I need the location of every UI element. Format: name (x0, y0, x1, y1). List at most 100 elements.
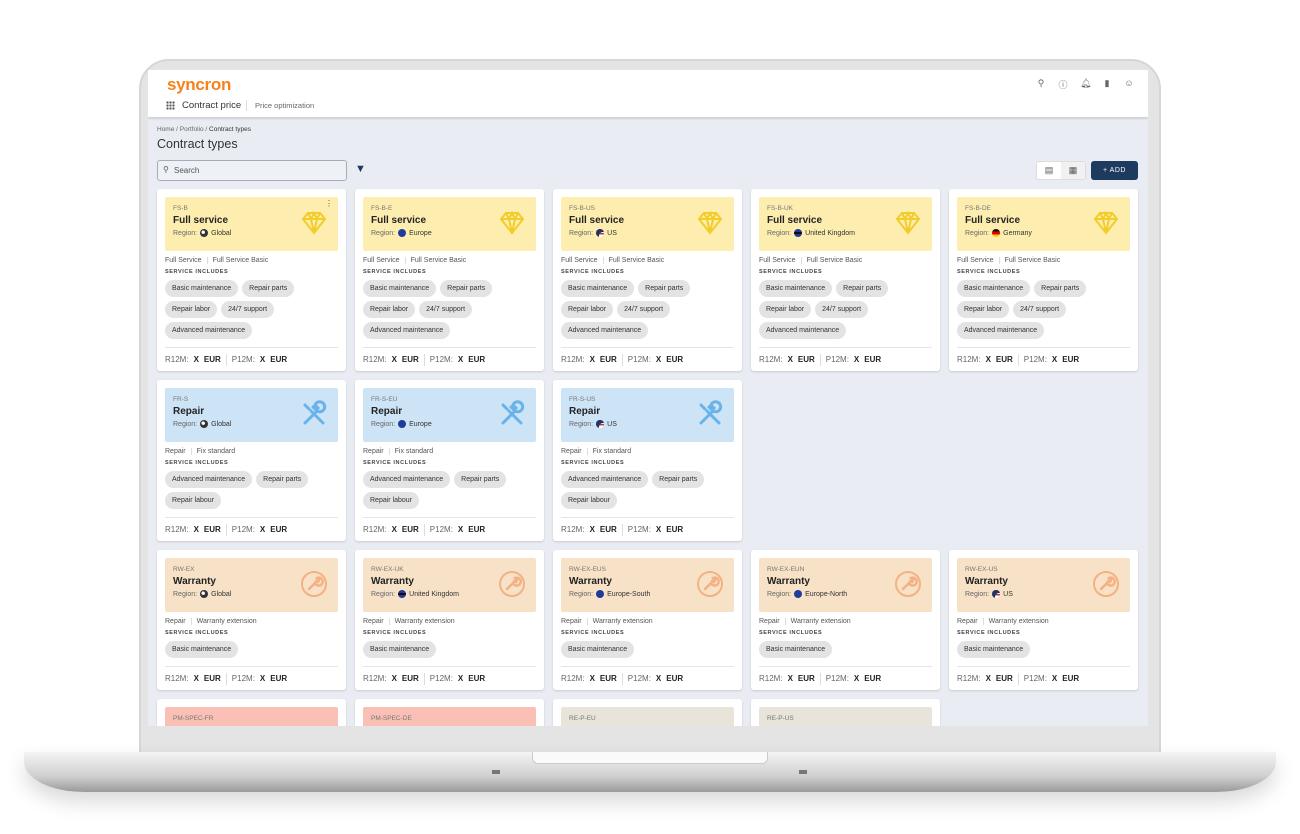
breadcrumb-home[interactable]: Home (157, 126, 175, 133)
contract-card[interactable]: FR-S Repair Region: Global Repair Fix stan… (157, 380, 346, 541)
contract-card[interactable]: RE-P-EU ✱✱ (553, 699, 742, 726)
app-name[interactable]: Contract price (182, 100, 242, 111)
r12m-label: R12M: (957, 674, 981, 683)
user-icon[interactable]: ☺ (1124, 78, 1134, 88)
price-row: R12M: X EUR P12M: X EUR (363, 347, 536, 371)
full-type-icon (696, 209, 724, 237)
contract-card[interactable]: FS-B-US Full service Region: US Full Serv… (553, 189, 742, 371)
category-tag: Full Service Basic (602, 257, 664, 264)
chart-icon[interactable]: ▮ (1104, 78, 1110, 88)
category-tag: Warranty extension (586, 618, 653, 625)
region-value: United Kingdom (409, 590, 459, 598)
contract-title: Warranty (173, 576, 216, 587)
category-tag: Repair (363, 448, 384, 455)
service-chip: Repair parts (242, 280, 295, 297)
r12m-label: R12M: (165, 674, 189, 683)
contract-card[interactable]: FR-S-US Repair Region: US Repair Fix stand… (553, 380, 742, 541)
contract-card[interactable]: ⋮ FS-B Full service Region: Global Full S… (157, 189, 346, 371)
category-tags: Full Service Full Service Basic (957, 257, 1130, 264)
contract-card[interactable]: FS-B-E Full service Region: Europe Full S… (355, 189, 544, 371)
r12m-label: R12M: (363, 674, 387, 683)
category-tag: Fix standard (586, 448, 631, 455)
category-tag: Repair (561, 618, 582, 625)
list-view-icon[interactable]: ▤ (1044, 165, 1054, 175)
category-tag: Warranty extension (190, 618, 257, 625)
category-tags: Repair Fix standard (165, 448, 338, 455)
contract-card[interactable]: FS-B-DE Full service Region: Germany Full… (949, 189, 1138, 371)
contract-card[interactable]: RW-EX-EUS Warranty Region: Europe-South R… (553, 550, 742, 690)
search-icon: ⚲ (163, 165, 169, 174)
card-header: FR-S-US Repair Region: US (561, 388, 734, 442)
p12m-currency: EUR (468, 525, 486, 534)
globe-flag-icon (200, 229, 209, 237)
contract-card[interactable]: RW-EX-UK Warranty Region: United Kingdom … (355, 550, 544, 690)
region-value: US (607, 420, 617, 428)
contract-title: Warranty (767, 576, 810, 587)
contract-card[interactable]: RE-P-US ✱✱ (751, 699, 940, 726)
r12m-label: R12M: (363, 355, 387, 364)
view-toggle[interactable]: ▤ ▦ (1036, 161, 1086, 180)
eu-flag-icon (398, 229, 407, 237)
r12m-currency: EUR (401, 674, 419, 683)
p12m-currency: EUR (666, 674, 684, 683)
logo[interactable]: syncron (167, 75, 232, 94)
r12m-value: X (787, 355, 793, 364)
breadcrumb: Home / Portfolio / Contract types (157, 126, 251, 133)
full-type-icon (300, 209, 328, 237)
nav-price-optimization[interactable]: Price optimization (255, 101, 315, 110)
price-row: R12M: X EUR P12M: X EUR (759, 666, 932, 690)
p12m-value: X (655, 674, 662, 683)
service-includes-label: SERVICE INCLUDES (363, 630, 427, 636)
eu-flag-icon (596, 590, 605, 598)
service-chip: Advanced maintenance (561, 471, 649, 488)
r12m-value: X (391, 355, 397, 364)
help-icon[interactable]: ⓘ (1058, 80, 1068, 90)
contract-card[interactable]: PM-SPEC-FR (157, 699, 346, 726)
service-chips: Basic maintenance Repair parts Repair labo… (363, 280, 536, 339)
contract-card[interactable]: FS-B-UK Full service Region: United Kingd… (751, 189, 940, 371)
category-tag: Full Service (957, 257, 994, 264)
region-value: Europe-South (607, 590, 651, 598)
us-flag-icon (596, 229, 605, 237)
price-row: R12M: X EUR P12M: X EUR (165, 347, 338, 371)
contract-card[interactable]: RW-EX Warranty Region: Global Repair Warra… (157, 550, 346, 690)
service-chip: 24/7 support (221, 301, 275, 318)
us-flag-icon (992, 590, 1001, 598)
service-chip: Repair labor (957, 301, 1010, 318)
contract-card[interactable]: FR-S-EU Repair Region: Europe Repair Fix s… (355, 380, 544, 541)
contract-title: Full service (173, 215, 229, 226)
card-header: FS-B-E Full service Region: Europe (363, 197, 536, 251)
p12m-currency: EUR (1062, 355, 1080, 364)
service-includes-label: SERVICE INCLUDES (561, 269, 625, 275)
service-chip: Advanced maintenance (165, 322, 253, 339)
service-chip: Repair parts (454, 471, 507, 488)
bell-icon[interactable]: 🔔︎ (1080, 78, 1092, 88)
p12m-label: P12M: (825, 674, 849, 683)
more-menu-icon[interactable]: ⋮ (325, 199, 333, 208)
contract-title: Full service (371, 215, 427, 226)
price-row: R12M: X EUR P12M: X EUR (561, 517, 734, 541)
add-button[interactable]: + ADD (1091, 161, 1138, 180)
contract-card[interactable]: RW-EX-EUN Warranty Region: Europe-North R… (751, 550, 940, 690)
breadcrumb-portfolio[interactable]: Portfolio (179, 126, 204, 133)
category-tag: Full Service (759, 257, 796, 264)
grid-view-icon[interactable]: ▦ (1061, 162, 1085, 179)
contract-title: Full service (569, 215, 625, 226)
contract-card[interactable]: PM-SPEC-DE (355, 699, 544, 726)
filter-icon[interactable]: ▼ (355, 163, 366, 175)
service-chip: Advanced maintenance (363, 471, 451, 488)
r12m-currency: EUR (599, 525, 617, 534)
p12m-label: P12M: (231, 355, 255, 364)
svg-text:✱✱: ✱✱ (700, 724, 720, 726)
p12m-currency: EUR (864, 674, 882, 683)
card-header: RW-EX-US Warranty Region: US (957, 558, 1130, 612)
r12m-value: X (193, 355, 199, 364)
service-chip: Basic maintenance (561, 641, 635, 658)
repair-type-icon (696, 400, 724, 428)
search-icon[interactable]: ⚲ (1037, 78, 1045, 88)
search-input[interactable]: ⚲ Search (157, 160, 347, 181)
contract-card[interactable]: RW-EX-US Warranty Region: US Repair Warran… (949, 550, 1138, 690)
apps-grid-icon[interactable] (166, 101, 175, 110)
service-includes-label: SERVICE INCLUDES (165, 460, 229, 466)
service-chips: Basic maintenance Repair parts Repair labo… (957, 280, 1130, 339)
